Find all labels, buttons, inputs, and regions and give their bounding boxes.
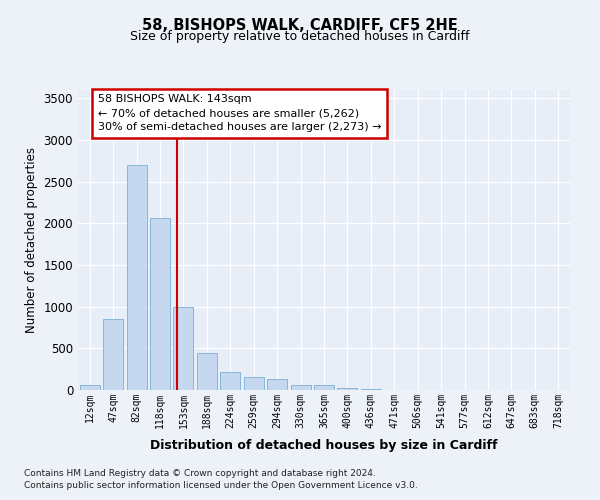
Bar: [220, 372, 240, 390]
Bar: [267, 379, 287, 390]
Bar: [197, 352, 217, 390]
Bar: [337, 388, 358, 390]
Text: 58 BISHOPS WALK: 143sqm
← 70% of detached houses are smaller (5,262)
30% of semi: 58 BISHOPS WALK: 143sqm ← 70% of detache…: [98, 94, 381, 132]
Text: Contains public sector information licensed under the Open Government Licence v3: Contains public sector information licen…: [24, 481, 418, 490]
Bar: [290, 385, 311, 390]
X-axis label: Distribution of detached houses by size in Cardiff: Distribution of detached houses by size …: [150, 439, 498, 452]
Text: Size of property relative to detached houses in Cardiff: Size of property relative to detached ho…: [130, 30, 470, 43]
Bar: [80, 385, 100, 390]
Bar: [150, 218, 170, 390]
Y-axis label: Number of detached properties: Number of detached properties: [25, 147, 38, 333]
Bar: [361, 389, 381, 390]
Bar: [103, 319, 123, 390]
Text: 58, BISHOPS WALK, CARDIFF, CF5 2HE: 58, BISHOPS WALK, CARDIFF, CF5 2HE: [142, 18, 458, 32]
Bar: [244, 376, 263, 390]
Bar: [173, 306, 193, 390]
Bar: [127, 165, 146, 390]
Bar: [314, 386, 334, 390]
Text: Contains HM Land Registry data © Crown copyright and database right 2024.: Contains HM Land Registry data © Crown c…: [24, 468, 376, 477]
